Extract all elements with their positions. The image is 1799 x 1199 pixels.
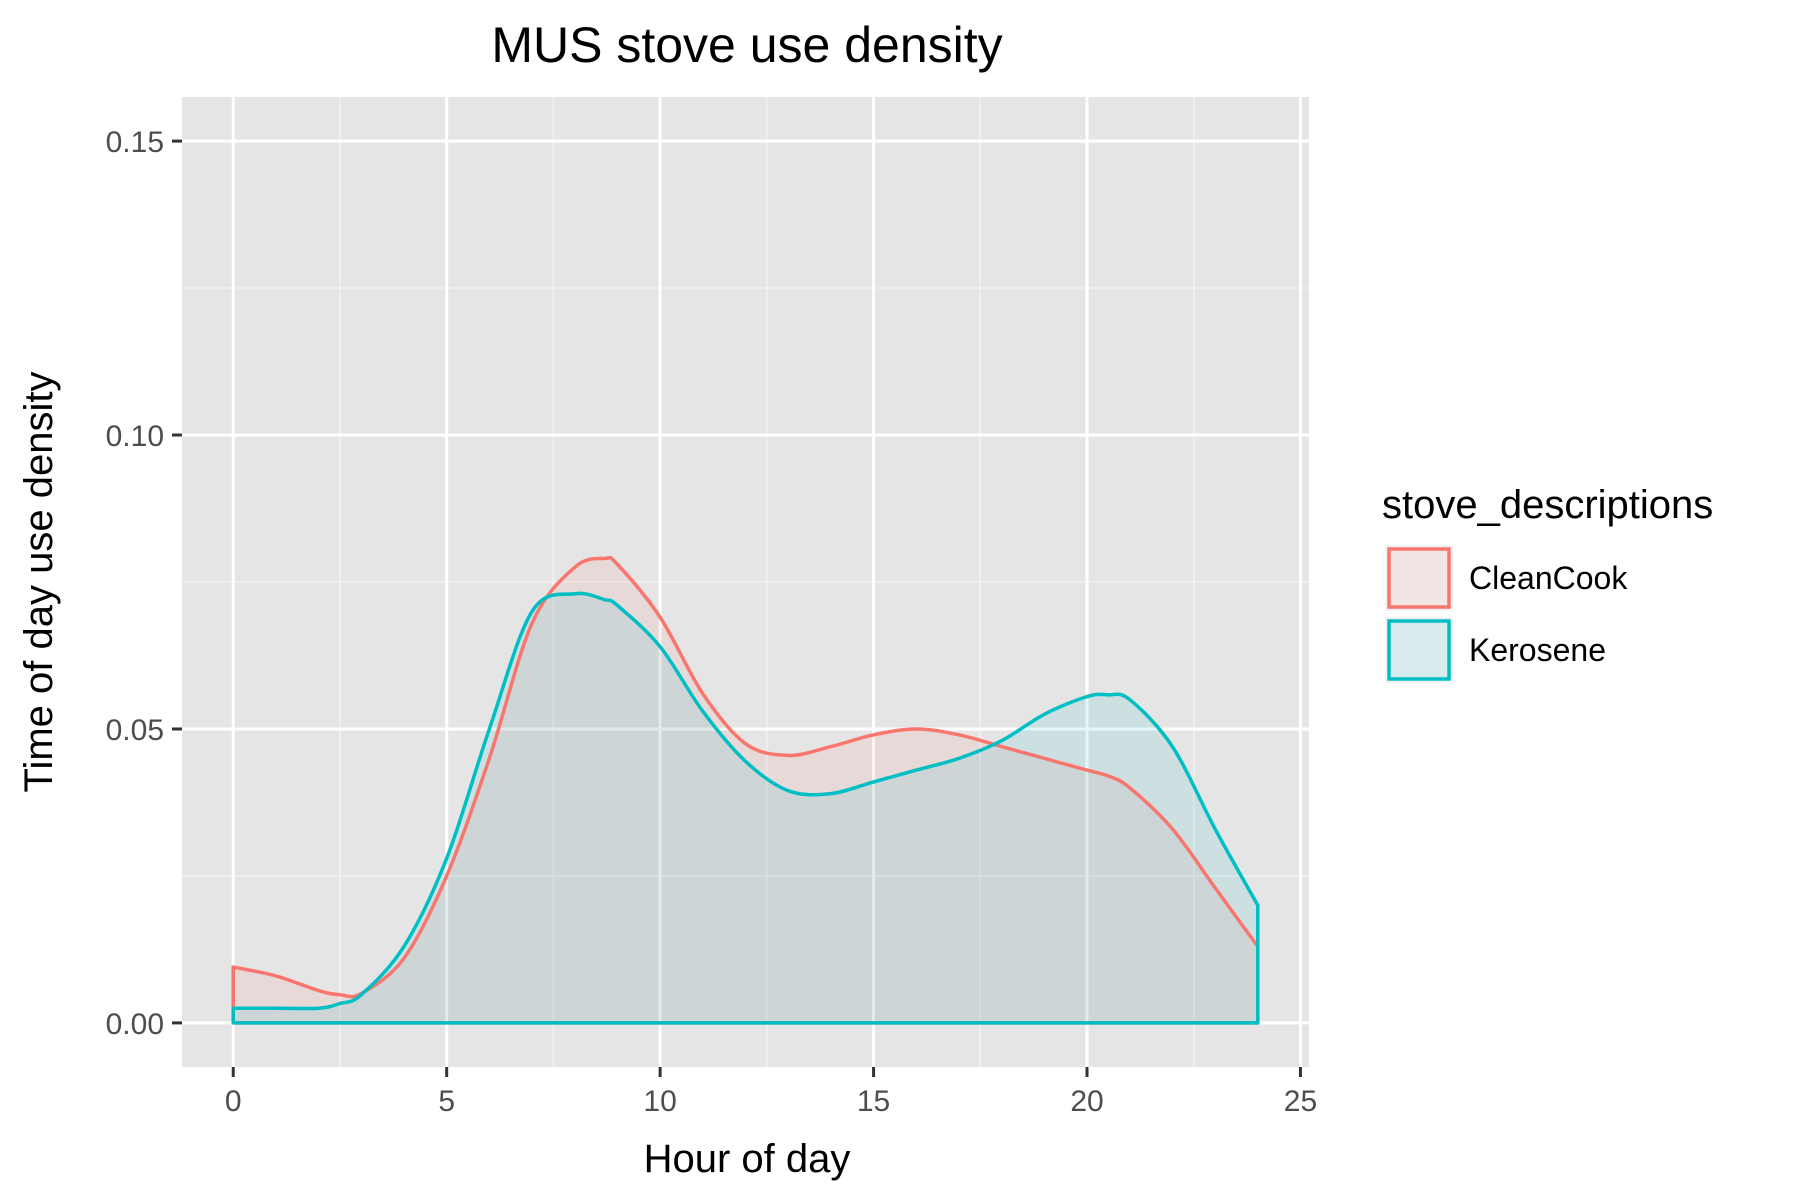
- legend: stove_descriptions CleanCook Kerosene: [1382, 483, 1713, 683]
- legend-label-kerosene: Kerosene: [1469, 632, 1606, 668]
- legend-swatch-cleancook: [1387, 547, 1451, 609]
- y-tick-label: 0.05: [106, 714, 164, 747]
- legend-swatch-kerosene: [1387, 619, 1451, 681]
- legend-key-bg-cleancook: [1385, 545, 1453, 611]
- area-fill-kerosene: [233, 593, 1258, 1023]
- y-axis-title: Time of day use density: [17, 372, 61, 793]
- x-tick-label: 5: [438, 1085, 455, 1118]
- y-tick-label: 0.15: [106, 126, 164, 159]
- legend-label-cleancook: CleanCook: [1469, 560, 1628, 596]
- x-tick-label: 15: [857, 1085, 890, 1118]
- x-tick-label: 20: [1070, 1085, 1103, 1118]
- grid-minor: [182, 97, 1309, 1067]
- x-tick-label: 10: [643, 1085, 676, 1118]
- density-line-kerosene: [231, 591, 1260, 1025]
- y-tick-label: 0.10: [106, 420, 164, 453]
- x-tick-label: 0: [225, 1085, 242, 1118]
- chart-title: MUS stove use density: [491, 17, 1002, 73]
- density-line-cleancook: [231, 555, 1260, 1025]
- legend-title: stove_descriptions: [1382, 483, 1713, 527]
- x-axis: 0 5 10 15 20 25: [225, 1067, 1317, 1118]
- x-tick-label: 25: [1284, 1085, 1317, 1118]
- series-fills: [233, 557, 1258, 1023]
- x-axis-title: Hour of day: [644, 1137, 851, 1181]
- y-axis: 0.00 0.05 0.10 0.15: [106, 126, 182, 1041]
- legend-key-bg-kerosene: [1385, 617, 1453, 683]
- area-fill-cleancook: [233, 557, 1258, 1023]
- y-tick-label: 0.00: [106, 1008, 164, 1041]
- series-lines: [231, 555, 1260, 1025]
- legend-items: CleanCook Kerosene: [1385, 545, 1628, 683]
